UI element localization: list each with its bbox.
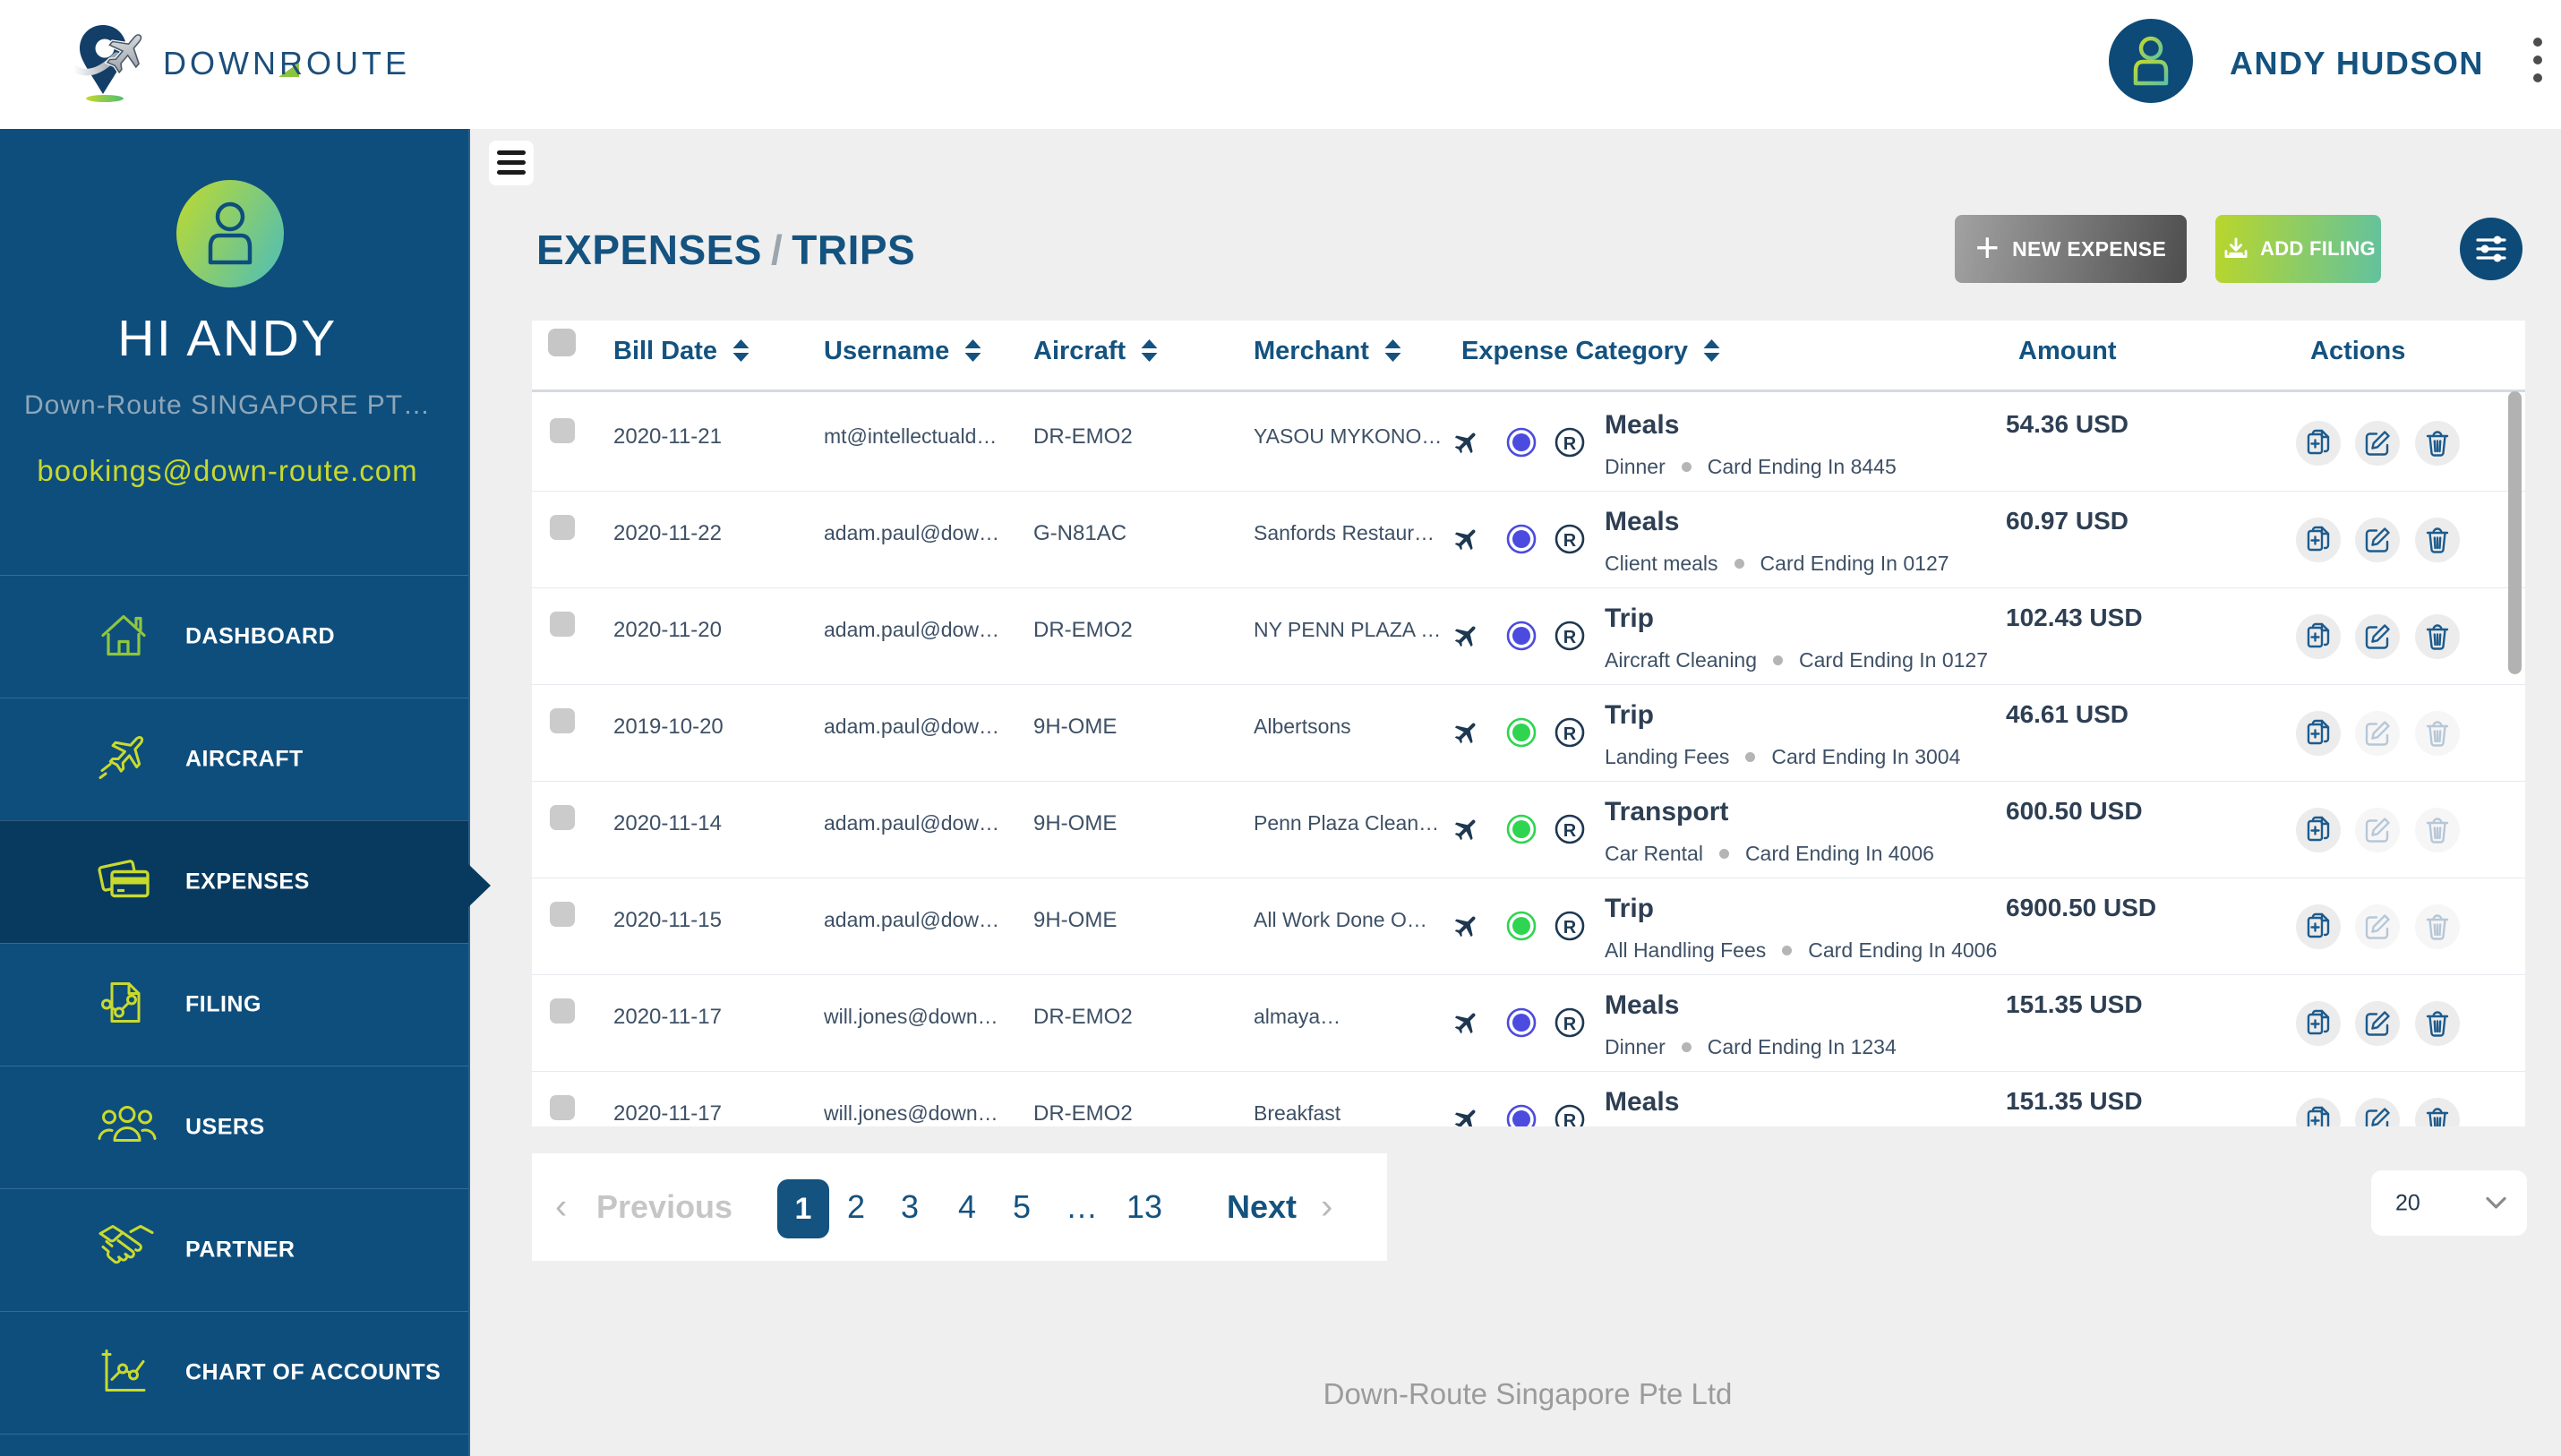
svg-text:R: R [1563,918,1577,938]
svg-text:R: R [1563,821,1577,841]
svg-text:R: R [1563,628,1577,647]
svg-text:R: R [1563,1111,1577,1126]
svg-text:R: R [1563,531,1577,551]
svg-text:R: R [1563,724,1577,744]
svg-text:R: R [1563,434,1577,454]
svg-text:R: R [1563,1015,1577,1034]
